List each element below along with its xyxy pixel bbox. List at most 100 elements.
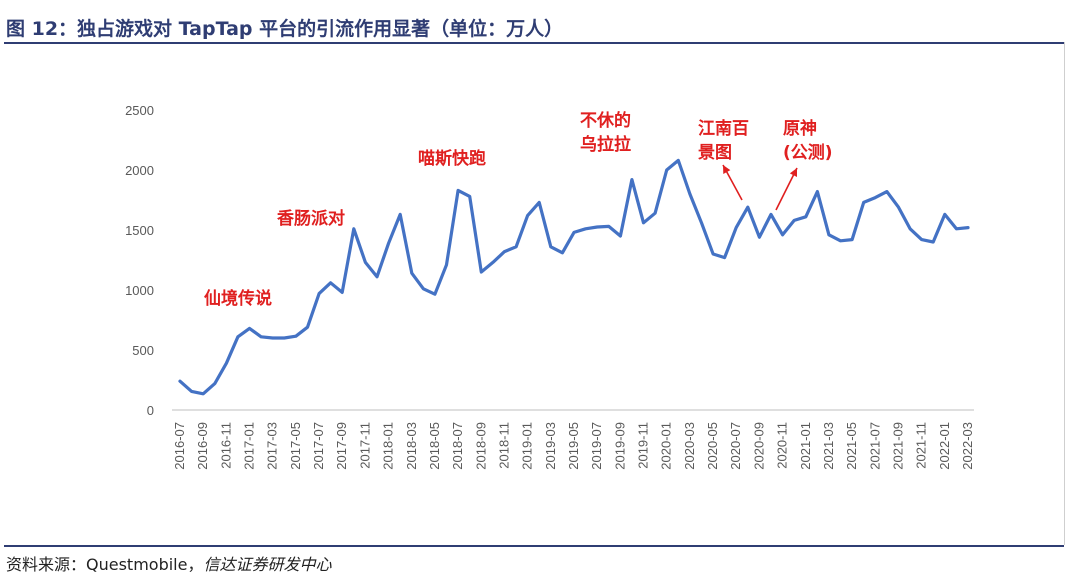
data-point — [781, 233, 785, 237]
data-point — [271, 336, 275, 340]
data-point — [711, 252, 715, 256]
y-axis: 0 500 1000 1500 2000 2500 — [125, 103, 154, 418]
x-tick-label: 2020-11 — [775, 422, 790, 469]
data-point — [862, 200, 866, 204]
data-point — [850, 238, 854, 242]
chart-frame-edge — [1064, 42, 1065, 545]
x-tick-label: 2019-05 — [566, 422, 581, 470]
x-tick-label: 2020-01 — [659, 422, 674, 470]
data-point — [630, 178, 634, 182]
data-point — [479, 270, 483, 274]
x-tick-label: 2021-07 — [867, 422, 882, 470]
y-tick-label: 2000 — [125, 163, 154, 178]
x-tick-label: 2021-11 — [914, 422, 929, 469]
x-tick-label: 2019-07 — [589, 422, 604, 470]
x-tick-label: 2016-11 — [218, 422, 233, 469]
source-italic: 信达证券研发中心 — [203, 555, 332, 574]
data-point — [190, 389, 194, 393]
data-point — [224, 361, 228, 365]
x-tick-label: 2019-01 — [520, 422, 535, 470]
x-tick-label: 2021-03 — [821, 422, 836, 470]
data-point — [375, 275, 379, 279]
data-point — [966, 226, 970, 230]
x-tick-label: 2018-01 — [381, 422, 396, 470]
x-tick-label: 2022-01 — [937, 422, 952, 470]
data-point — [584, 227, 588, 231]
x-tick-label: 2017-03 — [265, 422, 280, 470]
annotation-arrows — [722, 164, 798, 211]
data-point — [329, 281, 333, 285]
data-point — [653, 211, 657, 215]
annotation-label: 原神 — [783, 118, 817, 139]
data-point — [815, 190, 819, 194]
data-point — [433, 292, 437, 296]
data-point — [282, 336, 286, 340]
y-tick-label: 1500 — [125, 223, 154, 238]
x-tick-label: 2021-09 — [890, 422, 905, 470]
data-point — [259, 335, 263, 339]
x-tick-label: 2021-01 — [798, 422, 813, 470]
x-tick-label: 2020-09 — [751, 422, 766, 470]
source-note: 资料来源：Questmobile，信达证券研发中心 — [6, 551, 332, 575]
data-point — [445, 263, 449, 267]
x-tick-label: 2018-05 — [427, 422, 442, 470]
x-tick-label: 2022-03 — [960, 422, 975, 470]
data-point — [340, 290, 344, 294]
data-point — [676, 158, 680, 162]
source-body: Questmobile， — [86, 555, 204, 574]
data-point — [920, 238, 924, 242]
annotation-label: 喵斯快跑 — [418, 148, 486, 169]
title-rule — [4, 42, 1064, 44]
y-tick-label: 1000 — [125, 283, 154, 298]
x-tick-label: 2019-09 — [612, 422, 627, 470]
data-point — [294, 334, 298, 338]
data-point — [236, 335, 240, 339]
data-point — [387, 241, 391, 245]
data-point — [456, 188, 460, 192]
data-point — [931, 240, 935, 244]
data-point — [468, 194, 472, 198]
data-point — [792, 218, 796, 222]
x-tick-label: 2020-05 — [705, 422, 720, 470]
data-point — [352, 227, 356, 231]
data-point — [363, 260, 367, 264]
x-tick-label: 2019-11 — [636, 422, 651, 469]
data-point — [398, 212, 402, 216]
x-tick-label: 2017-09 — [334, 422, 349, 470]
x-tick-label: 2020-07 — [728, 422, 743, 470]
figure-title: 图 12：独占游戏对 TapTap 平台的引流作用显著（单位：万人） — [6, 18, 564, 40]
annotation-label: 景图 — [698, 143, 732, 163]
data-point — [665, 168, 669, 172]
data-point — [804, 215, 808, 219]
arrow-head — [723, 165, 731, 174]
data-point — [943, 212, 947, 216]
data-point — [734, 226, 738, 230]
data-point — [305, 325, 309, 329]
series-line — [178, 158, 970, 396]
data-point — [421, 287, 425, 291]
x-tick-label: 2018-03 — [404, 422, 419, 470]
data-point — [572, 230, 576, 234]
data-point — [839, 239, 843, 243]
data-point — [873, 196, 877, 200]
series-points — [178, 158, 970, 395]
arrow-head — [789, 168, 797, 177]
data-point — [248, 326, 252, 330]
x-axis: 2016-07 2016-09 2016-11 2017-01 2017-03 2017-… — [172, 422, 975, 470]
data-point — [827, 233, 831, 237]
data-point — [954, 227, 958, 231]
data-point — [537, 200, 541, 204]
data-point — [514, 245, 518, 249]
data-point — [178, 379, 182, 383]
source-label: 资料来源： — [6, 555, 87, 574]
annotation-label: 乌拉拉 — [580, 134, 631, 155]
y-tick-label: 0 — [147, 403, 154, 418]
x-tick-label: 2018-11 — [496, 422, 511, 469]
x-tick-label: 2020-03 — [682, 422, 697, 470]
data-point — [885, 190, 889, 194]
x-tick-label: 2017-07 — [311, 422, 326, 470]
annotation-label: 不休的 — [580, 110, 631, 131]
annotation-label: 仙境传说 — [204, 288, 272, 309]
